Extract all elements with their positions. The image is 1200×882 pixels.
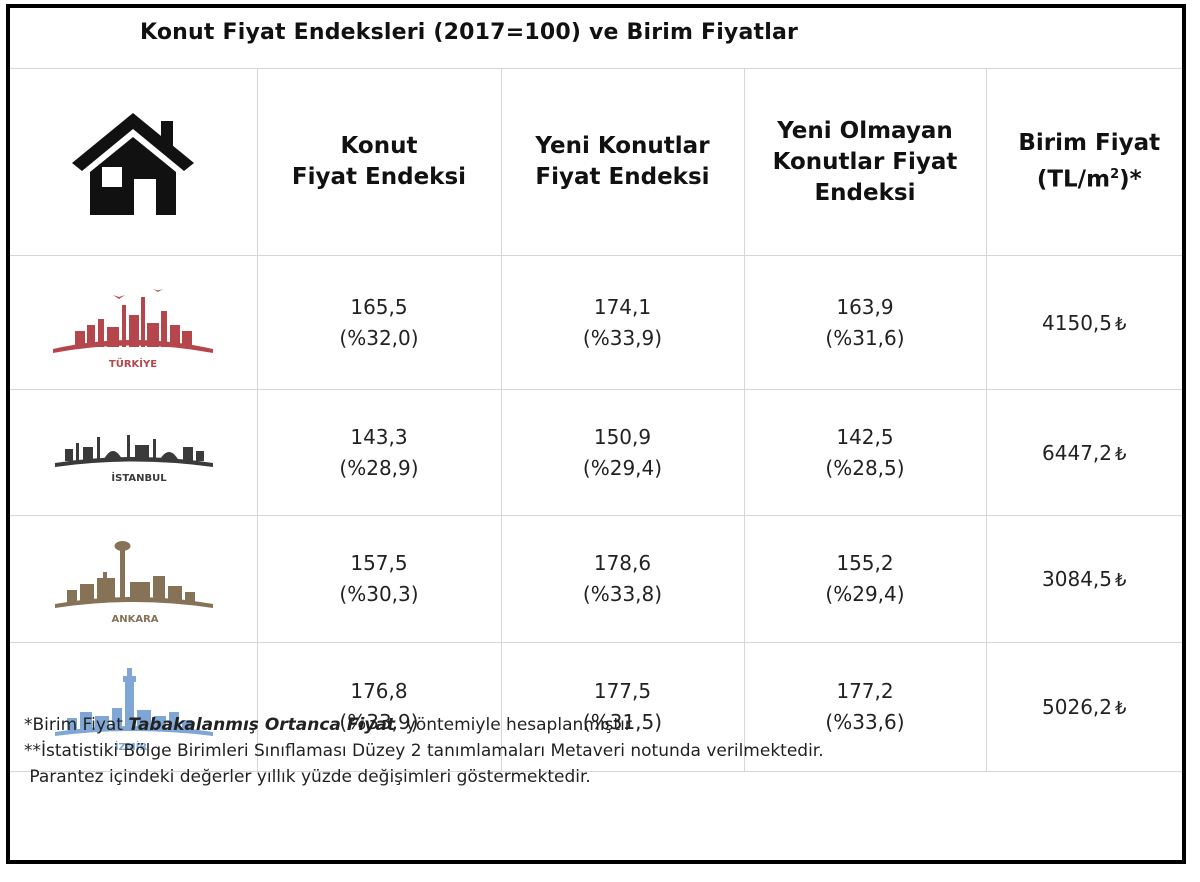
- header-col2-line1: Yeni Konutlar: [535, 133, 710, 159]
- change: (%29,4): [582, 455, 663, 480]
- change: (%28,9): [339, 455, 419, 480]
- header-col4-sup: 2: [1110, 167, 1120, 183]
- value: 155,2: [836, 551, 894, 575]
- cell-birim-izmir: 5026,2 ₺: [985, 642, 1182, 772]
- price-value: 6447,2: [1042, 440, 1113, 465]
- footnote-1-italic: Tabakalanmış Ortanca Fiyat: [128, 715, 395, 735]
- change: (%33,9): [582, 325, 663, 350]
- cell-konut-izmir: 176,8 (%33,9): [256, 642, 502, 772]
- price-value: 3084,5: [1042, 567, 1113, 591]
- header-col4-unit: (TL/m: [1036, 166, 1111, 193]
- footnote-2: **İstatistiki Bölge Birimleri Sınıflamas…: [24, 741, 824, 761]
- header-row: Konut Fiyat Endeksi Yeni Konutlar Fiyat En…: [10, 68, 1182, 256]
- value: 174,1: [593, 294, 652, 319]
- change: (%29,4): [825, 582, 905, 606]
- header-col1-line2: Fiyat Endeksi: [291, 164, 467, 190]
- lira-icon: ₺: [1115, 698, 1127, 719]
- header-col4-suffix: )*: [1119, 166, 1142, 193]
- value: 142,5: [836, 424, 894, 449]
- header-col4-line1: Birim Fiyat: [1018, 130, 1161, 157]
- footnote-1: *Birim Fiyat Tabakalanmış Ortanca Fiyat …: [24, 712, 1174, 738]
- header-konut-fiyat-endeksi: Konut Fiyat Endeksi: [256, 68, 502, 256]
- city-logo-istanbul: İSTANBUL: [10, 389, 258, 516]
- value: 150,9: [593, 424, 652, 449]
- table-row-izmir: İZMİR 176,8 (%33,9) 177,5 (%31,5) 177,2 (%3…: [10, 642, 1182, 772]
- value: 163,9: [836, 294, 894, 319]
- value: 143,3: [350, 424, 408, 449]
- header-col3-line1: Yeni Olmayan: [777, 117, 953, 144]
- footnotes: *Birim Fiyat Tabakalanmış Ortanca Fiyat …: [24, 712, 1174, 790]
- cell-yeni-izmir: 177,5 (%31,5): [500, 642, 745, 772]
- change: (%28,5): [825, 455, 905, 480]
- change: (%32,0): [339, 325, 419, 350]
- table-row-ankara: ANKARA 157,5 (%30,3) 178,6 (%33,8) 155,2 (%…: [10, 515, 1182, 643]
- price-value: 4150,5: [1042, 310, 1113, 335]
- change: (%31,5): [582, 710, 663, 734]
- house-icon: [72, 113, 195, 215]
- city-name-izmir: İZMİR: [115, 739, 148, 753]
- cell-yeni-ankara: 178,6 (%33,8): [500, 515, 745, 643]
- value: 177,5: [593, 679, 652, 703]
- value: 157,5: [350, 551, 408, 575]
- change: (%30,3): [339, 582, 419, 606]
- cell-konut-turkiye: 165,5 (%32,0): [256, 255, 502, 390]
- cell-eski-turkiye: 163,9 (%31,6): [743, 255, 987, 390]
- table-row-turkiye: TÜRKİYE 165,5 (%32,0) 174,1 (%33,9) 163,9 (…: [10, 255, 1182, 390]
- table-frame: Konut Fiyat Endeksleri (2017=100) ve Bir…: [6, 4, 1186, 864]
- cell-birim-turkiye: 4150,5 ₺: [985, 255, 1182, 390]
- lira-icon: ₺: [1115, 313, 1127, 335]
- header-yeni-konutlar: Yeni Konutlar Fiyat Endeksi: [500, 68, 745, 256]
- city-name-ankara: ANKARA: [112, 614, 159, 625]
- lira-icon: ₺: [1115, 570, 1127, 591]
- header-col1-line1: Konut: [340, 133, 418, 159]
- header-col3-line3: Endeksi: [814, 179, 916, 206]
- table-row-istanbul: İSTANBUL 143,3 (%28,9) 150,9 (%29,4) 142,5…: [10, 389, 1182, 516]
- cell-konut-ankara: 157,5 (%30,3): [256, 515, 502, 643]
- cell-birim-ankara: 3084,5 ₺: [985, 515, 1182, 643]
- change: (%31,6): [825, 325, 905, 350]
- value: 176,8: [350, 679, 408, 703]
- cell-eski-istanbul: 142,5 (%28,5): [743, 389, 987, 516]
- cell-konut-istanbul: 143,3 (%28,9): [256, 389, 502, 516]
- cell-birim-istanbul: 6447,2 ₺: [985, 389, 1182, 516]
- lira-icon: ₺: [1115, 443, 1127, 465]
- cell-eski-izmir: 177,2 (%33,6): [743, 642, 987, 772]
- city-name-istanbul: İSTANBUL: [112, 470, 168, 483]
- price-index-table: Konut Fiyat Endeksi Yeni Konutlar Fiyat En…: [10, 68, 1182, 772]
- header-col2-line2: Fiyat Endeksi: [535, 164, 710, 190]
- header-birim-fiyat: Birim Fiyat (TL/m2)*: [985, 68, 1182, 256]
- page-title: Konut Fiyat Endeksleri (2017=100) ve Bir…: [140, 20, 799, 45]
- change: (%33,8): [582, 582, 663, 606]
- city-name-turkiye: TÜRKİYE: [109, 356, 157, 370]
- value: 165,5: [350, 294, 408, 319]
- city-logo-turkiye: TÜRKİYE: [10, 255, 258, 390]
- cell-eski-ankara: 155,2 (%29,4): [743, 515, 987, 643]
- istanbul-skyline-icon: İSTANBUL: [55, 434, 214, 483]
- cell-yeni-turkiye: 174,1 (%33,9): [500, 255, 745, 390]
- turkiye-skyline-icon: TÜRKİYE: [53, 289, 214, 370]
- value: 178,6: [593, 551, 652, 575]
- footnote-1-post: yöntemiyle hesaplanmıştır: [394, 715, 632, 735]
- change: (%33,9): [339, 710, 419, 734]
- footnote-3: Parantez içindeki değerler yıllık yüzde …: [24, 767, 591, 787]
- cell-yeni-istanbul: 150,9 (%29,4): [500, 389, 745, 516]
- ankara-skyline-icon: ANKARA: [55, 540, 214, 625]
- city-logo-ankara: ANKARA: [10, 515, 258, 643]
- footnote-1-pre: *Birim Fiyat: [24, 715, 129, 735]
- header-yeni-olmayan-konutlar: Yeni Olmayan Konutlar Fiyat Endeksi: [743, 68, 987, 256]
- city-logo-izmir: İZMİR: [10, 642, 258, 772]
- title-bar: Konut Fiyat Endeksleri (2017=100) ve Bir…: [10, 8, 1182, 69]
- header-col3-line2: Konutlar Fiyat: [772, 148, 958, 175]
- price-value: 5026,2: [1042, 695, 1113, 719]
- izmir-skyline-icon: İZMİR: [55, 667, 214, 753]
- change: (%33,6): [825, 710, 905, 734]
- house-icon-cell: [10, 68, 258, 256]
- value: 177,2: [836, 679, 894, 703]
